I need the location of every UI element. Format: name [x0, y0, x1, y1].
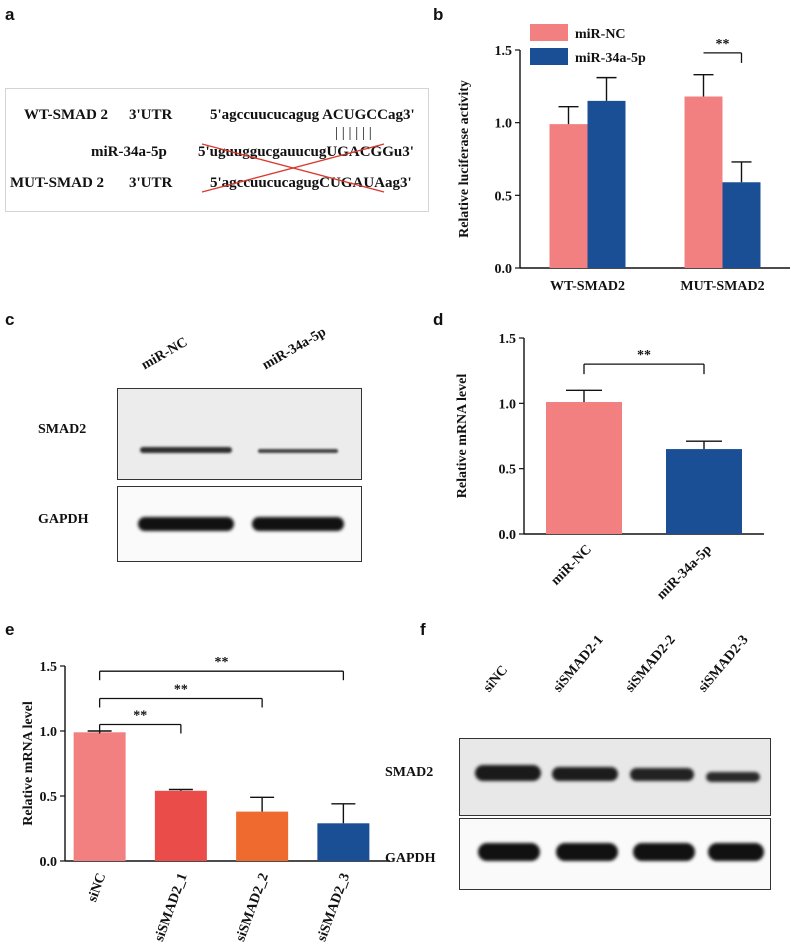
- blot-f-gapdh-band-4: [708, 843, 764, 861]
- x-tick-label: miR-34a-5p: [654, 542, 715, 603]
- legend-swatch-miR-34a-5p: [530, 48, 568, 65]
- y-tick-label: 0.5: [495, 189, 513, 204]
- pairing-lines: | | | | | |: [335, 125, 372, 141]
- chart-d-mrna-level: 0.0 0.5 1.0 1.5 Relative mRNA level miR-NC miR…: [455, 332, 764, 603]
- x-tick-label: WT-SMAD2: [550, 279, 625, 294]
- bar-siSMAD2_3: [317, 823, 370, 861]
- blot-f-smad2-band-3: [630, 768, 694, 781]
- significance-label: **: [716, 37, 730, 52]
- blot-c-lane-2: miR-34a-5p: [260, 324, 329, 374]
- y-tick-label: 0.0: [495, 262, 513, 277]
- y-axis-label: Relative mRNA level: [455, 374, 470, 499]
- mut-region: 3'UTR: [129, 175, 173, 191]
- blot-f-smad2-band-2: [552, 767, 618, 781]
- wt-name: WT-SMAD 2: [24, 107, 109, 123]
- mir-name: miR-34a-5p: [91, 144, 167, 160]
- blot-f-gapdh-band-2: [556, 843, 618, 861]
- panel-a-sequence-box: WT-SMAD 2 3'UTR 5'agccuucucagug ACUGCCag…: [5, 88, 429, 212]
- y-tick-label: 1.5: [495, 44, 513, 59]
- blot-c-gapdh-band-2: [252, 517, 344, 531]
- cross-line-2: [201, 143, 385, 193]
- bar-MUT-SMAD2-miR-34a-5p: [722, 182, 761, 268]
- y-tick-label: 1.5: [499, 332, 517, 347]
- blot-f-smad2-band-4: [706, 772, 760, 782]
- y-axis-label: Relative mRNA level: [21, 701, 36, 826]
- y-tick-label: 1.0: [499, 397, 517, 412]
- x-tick-label: siSMAD2_1: [152, 871, 191, 943]
- bar-WT-SMAD2-miR-34a-5p: [587, 100, 626, 268]
- y-tick-label: 1.0: [40, 725, 58, 740]
- blot-f-smad2-band-1: [475, 765, 541, 781]
- mutation-cross: [201, 143, 385, 193]
- bar-MUT-SMAD2-miR-NC: [684, 96, 723, 268]
- blot-f-lane-3: siSMAD2-2: [622, 632, 679, 696]
- chart-e-mrna-knockdown: 0.0 0.5 1.0 1.5 Relative mRNA level siNC siSMA…: [21, 655, 390, 944]
- panel-f-western-blot: siNC siSMAD2-1 siSMAD2-2 siSMAD2-3 SMAD2…: [380, 632, 795, 890]
- bar-WT-SMAD2-miR-NC: [549, 124, 588, 269]
- mir-sequence: 5'uguuggucgauucugUGACGGu3': [198, 144, 414, 160]
- y-tick-label: 0.5: [499, 463, 517, 478]
- blot-f-lane-2: siSMAD2-1: [550, 632, 607, 696]
- chart-b-luciferase: 0.0 0.5 1.0 1.5 Relative luciferase activity…: [457, 24, 790, 294]
- wt-region: 3'UTR: [129, 107, 173, 123]
- blot-f-lane-4: siSMAD2-3: [695, 632, 752, 696]
- blot-f-gapdh-membrane: [459, 818, 771, 890]
- blot-c-gapdh-membrane: [117, 486, 362, 562]
- y-tick-label: 0.5: [40, 790, 58, 805]
- blot-c-row-smad2: SMAD2: [38, 422, 87, 437]
- x-tick-label: siNC: [85, 871, 109, 904]
- panel-c-western-blot: miR-NC miR-34a-5p SMAD2 GAPDH: [0, 325, 380, 580]
- panel-label-e: e: [5, 620, 15, 639]
- blot-f-smad2-membrane: [459, 738, 771, 816]
- blot-f-gapdh-band-3: [633, 843, 695, 861]
- legend-label-miR-34a-5p: miR-34a-5p: [575, 51, 646, 66]
- panel-label-d: d: [433, 310, 444, 329]
- mut-name: MUT-SMAD 2: [10, 175, 105, 191]
- y-tick-label: 1.0: [495, 117, 513, 132]
- x-tick-label: MUT-SMAD2: [680, 279, 764, 294]
- x-tick-label: siSMAD2_2: [233, 871, 272, 943]
- legend-label-miR-NC: miR-NC: [575, 27, 626, 42]
- y-tick-label: 1.5: [40, 660, 58, 675]
- blot-c-smad2-membrane: [117, 388, 362, 480]
- y-tick-label: 0.0: [499, 528, 517, 543]
- blot-f-row-smad2: SMAD2: [385, 765, 434, 780]
- significance-label: **: [637, 348, 651, 363]
- blot-f-gapdh-band-1: [478, 843, 540, 861]
- significance-label: **: [215, 655, 229, 670]
- panel-label-c: c: [5, 310, 15, 329]
- blot-f-lane-1: siNC: [480, 663, 512, 696]
- bar-siNC: [73, 732, 126, 861]
- significance-label: **: [133, 709, 147, 724]
- legend-swatch-miR-NC: [530, 24, 568, 41]
- blot-c-smad2-band-1: [140, 447, 232, 453]
- bar-siSMAD2_2: [236, 811, 289, 861]
- x-tick-label: miR-NC: [548, 542, 594, 588]
- panel-label-f: f: [420, 620, 426, 639]
- panel-label-a: a: [5, 5, 15, 24]
- blot-c-gapdh-band-1: [138, 517, 234, 531]
- blot-c-row-gapdh: GAPDH: [38, 512, 89, 527]
- y-axis-label: Relative luciferase activity: [457, 80, 472, 238]
- bar-miR-34a-5p: [666, 449, 742, 534]
- panel-label-b: b: [433, 5, 444, 24]
- x-tick-label: siSMAD2_3: [315, 871, 354, 943]
- wt-sequence: 5'agccuucucagug ACUGCCag3': [210, 107, 415, 123]
- blot-f-row-gapdh: GAPDH: [385, 851, 436, 866]
- bar-siSMAD2_1: [154, 790, 207, 861]
- blot-c-smad2-band-2: [258, 449, 338, 453]
- significance-label: **: [174, 683, 188, 698]
- bar-miR-NC: [546, 402, 622, 534]
- y-tick-label: 0.0: [40, 855, 58, 870]
- blot-c-lane-1: miR-NC: [139, 334, 191, 374]
